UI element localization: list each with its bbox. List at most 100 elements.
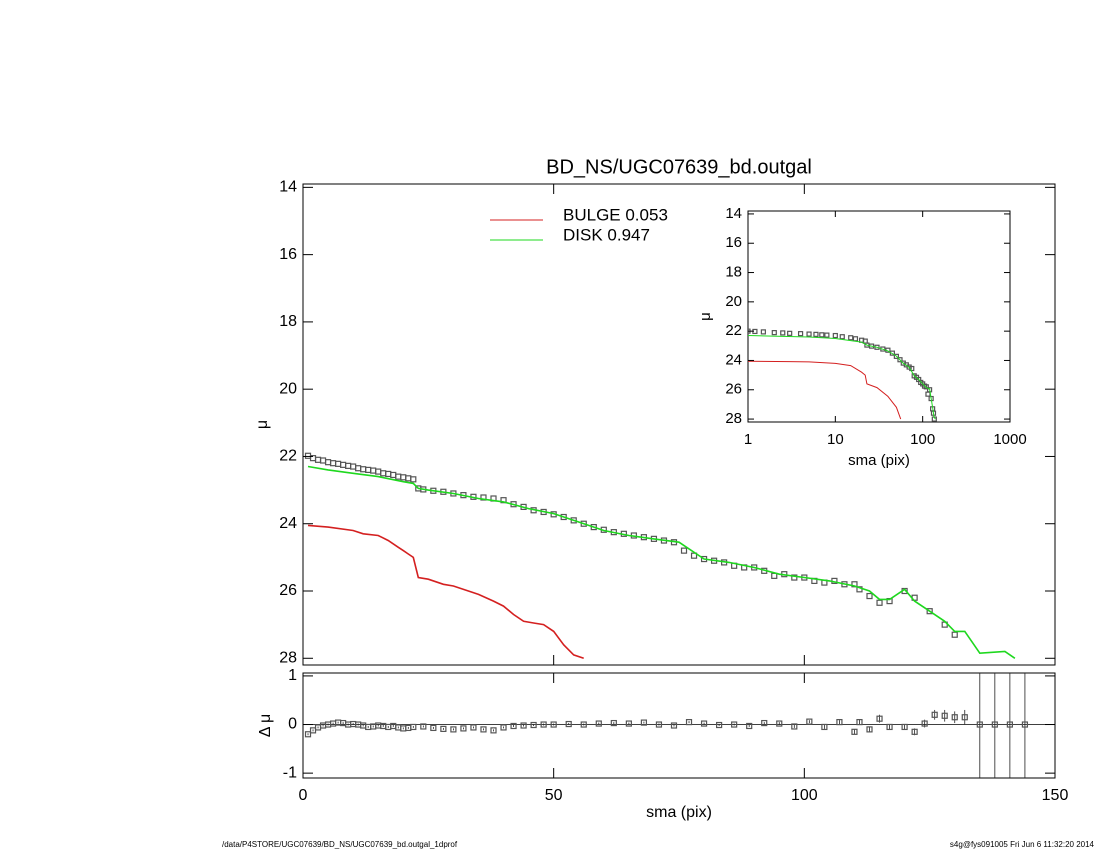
data-point bbox=[480, 726, 487, 733]
data-point bbox=[700, 720, 708, 727]
data-point bbox=[530, 721, 537, 729]
data-point bbox=[836, 718, 843, 726]
data-point bbox=[610, 719, 617, 727]
data-point bbox=[595, 720, 602, 727]
data-point bbox=[761, 719, 768, 727]
data-point bbox=[385, 470, 392, 478]
data-point bbox=[390, 471, 397, 479]
data-point bbox=[410, 723, 417, 731]
data-point bbox=[791, 723, 798, 730]
data-point bbox=[324, 459, 332, 466]
data-point bbox=[901, 723, 908, 731]
plot-area bbox=[748, 328, 937, 422]
data-point bbox=[319, 457, 327, 464]
data-point bbox=[931, 711, 938, 718]
data-point bbox=[655, 721, 663, 728]
data-point bbox=[961, 714, 968, 721]
y-axis-label: μ bbox=[697, 312, 714, 321]
x-tick-label: 100 bbox=[791, 787, 818, 804]
data-point bbox=[797, 331, 804, 337]
data-point bbox=[889, 350, 895, 356]
y-tick-label: 18 bbox=[725, 264, 742, 281]
data-point bbox=[480, 494, 487, 501]
data-point bbox=[304, 452, 312, 459]
data-point bbox=[345, 462, 352, 469]
data-point bbox=[450, 726, 457, 733]
data-point bbox=[776, 720, 783, 727]
y-tick-label: 24 bbox=[279, 515, 297, 532]
data-point bbox=[760, 329, 766, 335]
data-point bbox=[440, 725, 447, 733]
data-point bbox=[460, 725, 467, 732]
y-tick-label: 16 bbox=[725, 234, 742, 251]
data-point bbox=[470, 724, 477, 731]
y-tick-label: 28 bbox=[725, 410, 742, 427]
data-point bbox=[540, 721, 547, 728]
data-point bbox=[1021, 721, 1029, 728]
data-point bbox=[380, 470, 387, 477]
x-axis-label: sma (pix) bbox=[646, 804, 712, 821]
data-point bbox=[420, 723, 427, 730]
x-tick-label: 100 bbox=[910, 431, 935, 448]
plot-frame bbox=[747, 210, 1011, 423]
data-point bbox=[685, 718, 693, 726]
data-point bbox=[991, 721, 998, 728]
data-point bbox=[787, 330, 793, 336]
data-point bbox=[771, 330, 777, 336]
profile-line bbox=[307, 465, 1016, 659]
data-point bbox=[780, 330, 786, 336]
data-point bbox=[832, 332, 838, 339]
data-point bbox=[550, 721, 557, 728]
data-point bbox=[716, 721, 723, 729]
y-tick-label: 1 bbox=[288, 667, 297, 684]
data-point bbox=[731, 721, 738, 728]
data-point bbox=[640, 719, 648, 726]
y-tick-label: 26 bbox=[279, 582, 297, 599]
chart-title: BD_NS/UGC07639_bd.outgal bbox=[546, 156, 812, 178]
data-point bbox=[360, 466, 367, 473]
data-point bbox=[876, 599, 883, 606]
data-point bbox=[400, 474, 407, 481]
data-point bbox=[813, 331, 819, 337]
profile-line bbox=[307, 524, 584, 660]
data-point bbox=[851, 728, 858, 735]
data-point bbox=[500, 724, 507, 731]
data-point bbox=[806, 718, 813, 725]
y-tick-label: 22 bbox=[279, 448, 297, 465]
data-point bbox=[329, 460, 337, 467]
y-tick-label: 14 bbox=[279, 179, 297, 196]
data-point bbox=[925, 391, 931, 397]
legend-label: BULGE 0.053 bbox=[563, 205, 668, 224]
plot-frame bbox=[302, 672, 1056, 779]
data-point bbox=[941, 712, 948, 719]
data-point bbox=[839, 334, 845, 340]
y-tick-label: 26 bbox=[725, 381, 742, 398]
data-point bbox=[680, 547, 688, 554]
x-tick-label: 150 bbox=[1042, 787, 1069, 804]
profile-line bbox=[748, 360, 902, 420]
data-point bbox=[911, 728, 918, 735]
y-tick-label: 24 bbox=[725, 351, 742, 368]
data-point bbox=[670, 722, 678, 729]
data-point bbox=[430, 724, 437, 732]
footer-right: s4g@fys091005 Fri Jun 6 11:32:20 2014 bbox=[950, 840, 1095, 849]
data-point bbox=[355, 465, 362, 472]
y-tick-label: 20 bbox=[725, 293, 742, 310]
data-point bbox=[625, 720, 632, 727]
x-tick-label: 50 bbox=[545, 787, 563, 804]
data-point bbox=[395, 473, 402, 480]
data-point bbox=[866, 592, 873, 600]
data-point bbox=[893, 353, 899, 359]
data-point bbox=[580, 721, 587, 728]
plot-frame bbox=[302, 183, 1056, 666]
plot-area bbox=[303, 673, 1055, 778]
y-tick-label: -1 bbox=[283, 764, 297, 781]
profile-line bbox=[748, 335, 936, 420]
data-point bbox=[565, 720, 572, 728]
data-point bbox=[819, 332, 825, 338]
data-point bbox=[926, 608, 933, 615]
data-point bbox=[746, 722, 753, 730]
data-point bbox=[334, 460, 342, 467]
data-point bbox=[866, 726, 873, 733]
data-point bbox=[314, 456, 322, 463]
